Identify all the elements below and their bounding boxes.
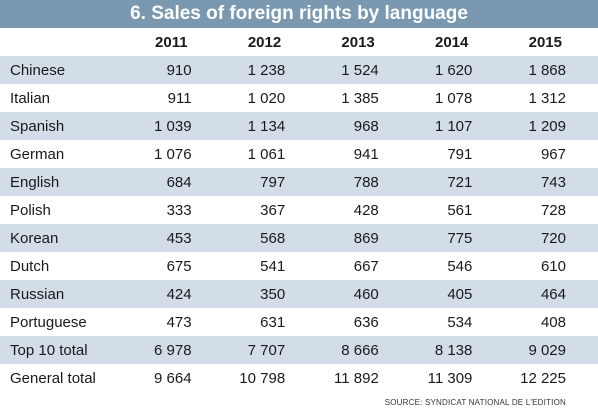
table-row: Russian 424 350 460 405 464 — [0, 280, 598, 308]
table-row: Portuguese 473 631 636 534 408 — [0, 308, 598, 336]
value-cell: 869 — [353, 229, 379, 247]
value-cell: 1 020 — [247, 89, 286, 107]
value-cell: 473 — [166, 313, 192, 331]
value-cell: 743 — [540, 173, 566, 191]
value-cell: 636 — [353, 313, 379, 331]
value-cell: 333 — [166, 201, 192, 219]
value-cell: 1 107 — [434, 117, 473, 135]
value-cell: 1 209 — [528, 117, 566, 135]
value-cell: 1 868 — [528, 61, 566, 79]
value-cell: 11 309 — [427, 369, 473, 387]
value-cell: 534 — [447, 313, 473, 331]
value-cell: 10 798 — [239, 369, 286, 387]
year-header: 2015 — [528, 33, 562, 51]
row-label: English — [10, 173, 60, 191]
row-label: Spanish — [10, 117, 65, 135]
value-cell: 8 138 — [434, 341, 473, 359]
value-cell: 910 — [166, 61, 192, 79]
value-cell: 350 — [260, 285, 286, 303]
value-cell: 408 — [540, 313, 566, 331]
row-label: Polish — [10, 201, 51, 219]
row-label: Top 10 total — [10, 341, 88, 359]
value-cell: 1 076 — [154, 145, 192, 163]
table-row: Korean 453 568 869 775 720 — [0, 224, 598, 252]
value-cell: 1 620 — [434, 61, 473, 79]
value-cell: 1 039 — [154, 117, 192, 135]
value-cell: 367 — [260, 201, 286, 219]
row-label: Italian — [10, 89, 51, 107]
table-row: German 1 076 1 061 941 791 967 — [0, 140, 598, 168]
header-row: 2011 2012 2013 2014 2015 — [0, 28, 598, 56]
value-cell: 610 — [540, 257, 566, 275]
value-cell: 797 — [260, 173, 286, 191]
table-row: Chinese 910 1 238 1 524 1 620 1 868 — [0, 56, 598, 84]
value-cell: 9 029 — [528, 341, 566, 359]
value-cell: 967 — [540, 145, 566, 163]
row-label: General total — [10, 369, 96, 387]
value-cell: 12 225 — [520, 369, 566, 387]
table-row: Polish 333 367 428 561 728 — [0, 196, 598, 224]
value-cell: 1 238 — [247, 61, 286, 79]
table-row: English 684 797 788 721 743 — [0, 168, 598, 196]
value-cell: 728 — [540, 201, 566, 219]
value-cell: 631 — [260, 313, 286, 331]
value-cell: 1 061 — [247, 145, 286, 163]
year-header: 2012 — [247, 33, 282, 51]
source-note: SOURCE: SYNDICAT NATIONAL DE L'EDITION — [384, 398, 566, 407]
row-label: Chinese — [10, 61, 66, 79]
value-cell: 675 — [166, 257, 192, 275]
table-row: Italian 911 1 020 1 385 1 078 1 312 — [0, 84, 598, 112]
value-cell: 11 892 — [334, 369, 379, 387]
value-cell: 6 978 — [154, 341, 192, 359]
year-header: 2011 — [155, 33, 188, 51]
value-cell: 1 385 — [341, 89, 379, 107]
row-label: German — [10, 145, 65, 163]
value-cell: 941 — [353, 145, 379, 163]
value-cell: 546 — [447, 257, 473, 275]
value-cell: 911 — [167, 89, 192, 107]
row-label: Korean — [10, 229, 59, 247]
value-cell: 7 707 — [247, 341, 286, 359]
table-row: General total 9 664 10 798 11 892 11 309 12 2… — [0, 364, 598, 392]
value-cell: 1 078 — [434, 89, 473, 107]
table-title: 6. Sales of foreign rights by language — [0, 0, 598, 28]
value-cell: 721 — [447, 173, 473, 191]
value-cell: 9 664 — [154, 369, 192, 387]
value-cell: 720 — [540, 229, 566, 247]
rights-table: 2011 2012 2013 2014 2015 Chinese 910 1 238… — [0, 28, 598, 392]
value-cell: 791 — [447, 145, 473, 163]
value-cell: 1 134 — [247, 117, 286, 135]
row-label: Russian — [10, 285, 65, 303]
table-body: Chinese 910 1 238 1 524 1 620 1 868 Italian 911… — [0, 56, 598, 392]
value-cell: 568 — [260, 229, 286, 247]
table-row: Spanish 1 039 1 134 968 1 107 1 209 — [0, 112, 598, 140]
year-header: 2013 — [341, 33, 375, 51]
value-cell: 453 — [166, 229, 192, 247]
value-cell: 428 — [353, 201, 379, 219]
value-cell: 775 — [447, 229, 473, 247]
value-cell: 1 524 — [341, 61, 379, 79]
row-label: Dutch — [10, 257, 50, 275]
value-cell: 788 — [353, 173, 379, 191]
table-row: Top 10 total 6 978 7 707 8 666 8 138 9 029 — [0, 336, 598, 364]
value-cell: 1 312 — [528, 89, 566, 107]
corner-cell — [0, 28, 130, 56]
value-cell: 8 666 — [341, 341, 379, 359]
table-row: Dutch 675 541 667 546 610 — [0, 252, 598, 280]
value-cell: 561 — [447, 201, 473, 219]
value-cell: 424 — [166, 285, 192, 303]
value-cell: 684 — [166, 173, 192, 191]
value-cell: 968 — [353, 117, 379, 135]
value-cell: 460 — [353, 285, 379, 303]
year-header: 2014 — [435, 33, 469, 51]
value-cell: 541 — [260, 257, 286, 275]
value-cell: 464 — [540, 285, 566, 303]
row-label: Portuguese — [10, 313, 87, 331]
value-cell: 405 — [447, 285, 473, 303]
value-cell: 667 — [353, 257, 379, 275]
